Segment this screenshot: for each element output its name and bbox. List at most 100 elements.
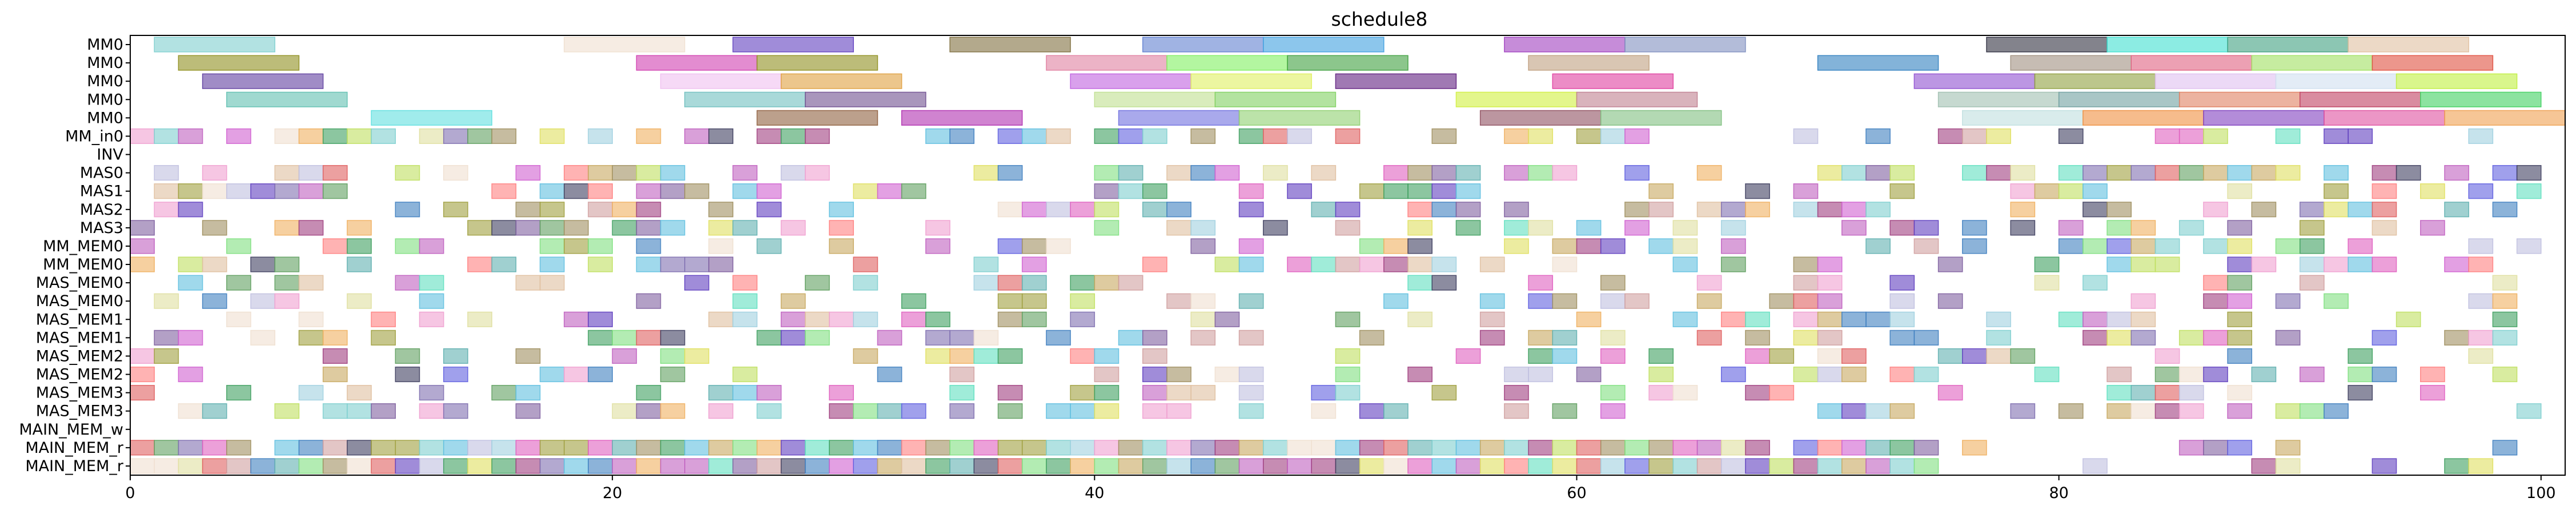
task-cell xyxy=(1528,275,1554,291)
task-cell xyxy=(1021,458,1047,474)
task-cell xyxy=(1190,330,1216,346)
task-cell xyxy=(2106,238,2132,254)
task-cell xyxy=(1720,440,1746,456)
task-cell xyxy=(708,311,733,327)
task-cell xyxy=(1479,311,1505,327)
task-cell xyxy=(636,440,661,456)
task-cell xyxy=(2083,311,2108,327)
task-cell xyxy=(636,385,661,401)
row-label: MAS_MEM0 xyxy=(36,274,123,292)
task-cell xyxy=(1600,293,1626,309)
task-cell xyxy=(877,183,902,199)
task-cell xyxy=(1094,202,1120,218)
task-cell xyxy=(1793,275,1819,291)
chart-title: schedule8 xyxy=(1331,8,1428,30)
task-cell xyxy=(1190,440,1216,456)
task-cell xyxy=(1793,256,1819,272)
task-cell xyxy=(539,202,565,218)
task-cell xyxy=(1865,458,1891,474)
task-cell xyxy=(1913,330,1939,346)
task-cell xyxy=(202,183,227,199)
task-cell xyxy=(877,330,902,346)
task-cell xyxy=(853,275,878,291)
task-cell xyxy=(1986,330,2011,346)
task-cell xyxy=(1552,238,1578,254)
task-cell xyxy=(2178,330,2204,346)
task-cell xyxy=(347,128,372,144)
task-cell xyxy=(1745,183,1770,199)
task-cell xyxy=(2492,293,2518,309)
task-cell xyxy=(1504,165,1529,181)
task-cell xyxy=(2275,165,2301,181)
task-cell xyxy=(226,183,251,199)
task-cell xyxy=(1528,220,1554,236)
task-cell xyxy=(1720,311,1746,327)
schedule-bar xyxy=(2324,110,2445,126)
schedule-bar xyxy=(2010,55,2132,71)
task-cell xyxy=(1190,311,1216,327)
task-cell xyxy=(226,128,251,144)
task-cell xyxy=(2227,256,2253,272)
task-cell xyxy=(1913,440,1939,456)
task-cell xyxy=(130,348,155,364)
task-cell xyxy=(1576,238,1602,254)
task-cell xyxy=(1359,440,1385,456)
task-cell xyxy=(1841,348,1867,364)
task-cell xyxy=(515,385,541,401)
task-cell xyxy=(2444,202,2469,218)
task-cell xyxy=(1624,165,1650,181)
task-cell xyxy=(202,458,227,474)
task-cell xyxy=(2154,385,2180,401)
task-cell xyxy=(1865,202,1891,218)
task-cell xyxy=(1046,238,1071,254)
task-cell xyxy=(515,348,541,364)
task-cell xyxy=(467,311,492,327)
task-cell xyxy=(2516,165,2542,181)
task-cell xyxy=(1070,275,1096,291)
task-cell xyxy=(2372,330,2397,346)
task-cell xyxy=(949,348,975,364)
task-cell xyxy=(588,256,613,272)
schedule-bar xyxy=(2203,110,2325,126)
task-cell xyxy=(2324,165,2349,181)
task-cell xyxy=(949,385,975,401)
task-cell xyxy=(612,348,637,364)
task-cell xyxy=(1479,330,1505,346)
task-cell xyxy=(1937,128,1963,144)
task-cell xyxy=(1504,220,1529,236)
task-cell xyxy=(901,183,926,199)
task-cell xyxy=(1528,330,1554,346)
task-cell xyxy=(877,440,902,456)
task-cell xyxy=(1672,440,1698,456)
task-cell xyxy=(1335,385,1361,401)
task-cell xyxy=(1094,183,1120,199)
task-cell xyxy=(853,256,878,272)
task-cell xyxy=(154,330,179,346)
task-cell xyxy=(1021,440,1047,456)
row-label: MM_MEM0 xyxy=(43,238,123,255)
task-cell xyxy=(202,293,227,309)
task-cell xyxy=(1142,403,1167,419)
task-cell xyxy=(395,275,420,291)
task-cell xyxy=(1383,293,1409,309)
schedule-bar xyxy=(2034,73,2156,89)
task-cell xyxy=(2178,440,2204,456)
task-cell xyxy=(2299,202,2325,218)
schedule-bar xyxy=(2227,37,2349,53)
task-cell xyxy=(2203,238,2228,254)
task-cell xyxy=(130,440,155,456)
task-cell xyxy=(1528,165,1554,181)
task-cell xyxy=(443,348,468,364)
task-cell xyxy=(1769,385,1795,401)
task-cell xyxy=(612,165,637,181)
task-cell xyxy=(1841,311,1867,327)
task-cell xyxy=(515,202,541,218)
task-cell xyxy=(2106,311,2132,327)
task-cell xyxy=(1021,202,1047,218)
task-cell xyxy=(1311,458,1337,474)
task-cell xyxy=(322,330,348,346)
task-cell xyxy=(1142,385,1167,401)
task-cell xyxy=(588,440,613,456)
task-cell xyxy=(1528,293,1554,309)
task-cell xyxy=(1094,440,1120,456)
